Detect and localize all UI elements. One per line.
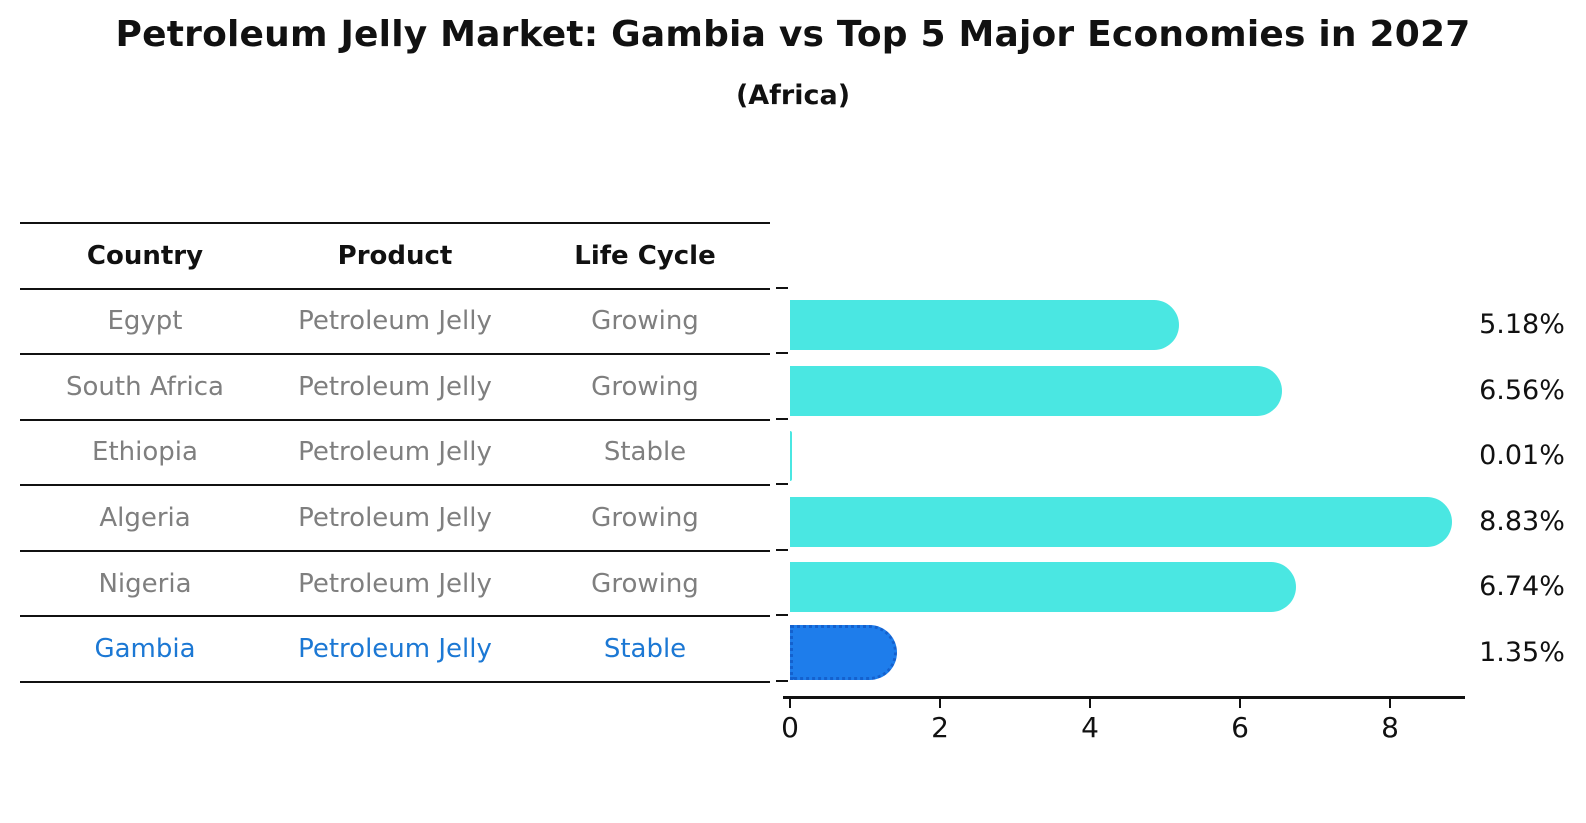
highlight-bar bbox=[790, 625, 898, 681]
x-axis-tick bbox=[1239, 699, 1241, 708]
column-header: Country bbox=[86, 240, 204, 271]
x-axis-tick-label: 2 bbox=[931, 711, 949, 744]
bar bbox=[790, 431, 792, 482]
x-axis-tick bbox=[789, 699, 791, 708]
life-cycle-cell: Growing bbox=[591, 503, 699, 534]
bar bbox=[790, 300, 1179, 350]
bar-chart: 5.18% 6.56% 0.01% 8.83% 6.74% 1.35% 0 2 4 6 8 bbox=[776, 275, 1586, 755]
product-cell: Petroleum Jelly bbox=[298, 568, 492, 599]
table-row: Algeria Petroleum Jelly Growing bbox=[20, 484, 770, 550]
comparison-table: Country Product Life Cycle Egypt Petroleum J… bbox=[20, 222, 770, 683]
bar bbox=[790, 562, 1296, 613]
column-header: Product bbox=[337, 240, 453, 271]
bar bbox=[790, 496, 1453, 547]
country-cell: Gambia bbox=[94, 634, 196, 665]
column-header: Life Cycle bbox=[574, 240, 716, 271]
product-cell: Petroleum Jelly bbox=[298, 634, 492, 665]
product-cell: Petroleum Jelly bbox=[298, 503, 492, 534]
x-axis-tick-label: 0 bbox=[781, 711, 799, 744]
y-axis-tick bbox=[776, 352, 788, 355]
y-axis-tick bbox=[776, 286, 788, 289]
table-header-row: Country Product Life Cycle bbox=[20, 222, 770, 288]
life-cycle-cell: Stable bbox=[603, 634, 687, 665]
x-axis-tick bbox=[1389, 699, 1391, 708]
life-cycle-cell: Growing bbox=[591, 568, 699, 599]
chart-subtitle: (Africa) bbox=[735, 80, 851, 111]
product-cell: Petroleum Jelly bbox=[298, 306, 492, 337]
value-label: 1.35% bbox=[1479, 636, 1565, 668]
y-axis-tick bbox=[776, 548, 788, 551]
country-cell: Ethiopia bbox=[92, 437, 198, 468]
table-row: Egypt Petroleum Jelly Growing bbox=[20, 287, 770, 354]
bar bbox=[790, 365, 1282, 416]
product-cell: Petroleum Jelly bbox=[298, 371, 492, 402]
y-axis-tick bbox=[776, 417, 788, 420]
table-row: Ethiopia Petroleum Jelly Stable bbox=[20, 418, 770, 485]
x-axis-tick bbox=[1089, 699, 1091, 708]
table-row: Gambia Petroleum Jelly Stable bbox=[20, 615, 770, 681]
country-cell: South Africa bbox=[66, 371, 224, 402]
table-row: Nigeria Petroleum Jelly Growing bbox=[20, 549, 770, 616]
value-label: 8.83% bbox=[1479, 505, 1565, 537]
country-cell: Nigeria bbox=[98, 568, 192, 599]
value-label: 5.18% bbox=[1479, 309, 1565, 340]
country-cell: Egypt bbox=[107, 306, 183, 337]
country-cell: Algeria bbox=[99, 503, 191, 534]
x-axis-tick-label: 8 bbox=[1381, 711, 1399, 744]
y-axis-tick bbox=[776, 614, 788, 617]
y-axis-tick bbox=[776, 483, 788, 486]
x-axis-tick bbox=[939, 699, 941, 708]
y-axis-tick bbox=[776, 679, 788, 682]
life-cycle-cell: Stable bbox=[603, 437, 687, 468]
chart-title: Petroleum Jelly Market: Gambia vs Top 5 … bbox=[115, 14, 1471, 55]
table-row: South Africa Petroleum Jelly Growing bbox=[20, 353, 770, 419]
value-label: 0.01% bbox=[1479, 440, 1565, 472]
x-axis-tick-label: 4 bbox=[1081, 711, 1099, 744]
product-cell: Petroleum Jelly bbox=[298, 437, 492, 468]
life-cycle-cell: Growing bbox=[591, 371, 699, 402]
life-cycle-cell: Growing bbox=[591, 306, 699, 337]
x-axis-line bbox=[783, 696, 1465, 699]
x-axis-tick-label: 6 bbox=[1231, 711, 1249, 744]
value-label: 6.74% bbox=[1479, 571, 1565, 603]
value-label: 6.56% bbox=[1479, 374, 1565, 406]
